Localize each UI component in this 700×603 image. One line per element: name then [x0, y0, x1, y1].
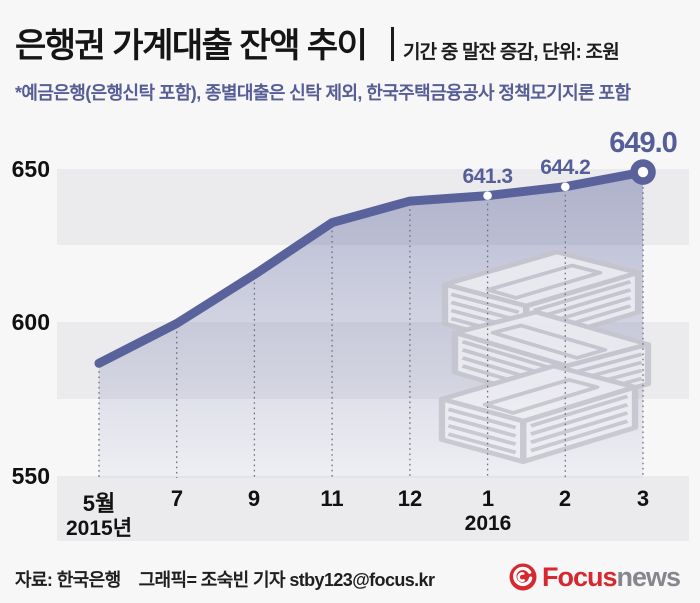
grid-band-550 [57, 476, 689, 541]
x-axis-tick-mar: 3 [636, 486, 650, 511]
title-divider [391, 27, 394, 61]
x-axis-tick-may: 5월 [82, 491, 116, 516]
page-subtitle: 기간 중 말잔 증감, 단위: 조원 [403, 42, 620, 63]
y-axis-tick-600: 600 [11, 309, 50, 335]
data-label-jan: 641.3 [462, 164, 514, 188]
x-axis-tick-dec: 12 [397, 486, 423, 511]
x-axis-tick-sep: 9 [247, 486, 261, 511]
data-point-markers [483, 159, 656, 200]
chart-note: *예금은행(은행신탁 포함), 종별대출은 신탁 제외, 한국주택금융공사 정책… [15, 83, 631, 103]
source-text: 자료: 한국은행 [15, 570, 121, 590]
x-axis-tick-jul: 7 [170, 486, 184, 511]
y-axis-tick-650: 650 [11, 156, 50, 182]
page-title: 은행권 가계대출 잔액 추이 [15, 27, 368, 65]
footer-credits: 자료: 한국은행 그래픽= 조숙빈 기자 stby123@focus.kr [15, 566, 435, 592]
x-axis-tick-jan: 1 [481, 486, 495, 511]
trend-line [94, 167, 648, 368]
y-axis-tick-550: 550 [11, 463, 50, 489]
logo-suffix-text: news [616, 562, 681, 592]
credit-text: 그래픽= 조숙빈 기자 stby123@focus.kr [138, 570, 435, 590]
focus-news-logo: Focus news [509, 562, 681, 592]
data-label-mar: 649.0 [609, 127, 678, 160]
x-axis-year-2015: 2015년 [65, 517, 133, 540]
x-axis-tick-feb: 2 [558, 486, 572, 511]
dotted-drop-lines [98, 187, 644, 478]
data-label-feb: 644.2 [540, 155, 591, 179]
logo-brand-text: Focus [541, 562, 618, 592]
money-stack-watermark [442, 252, 648, 462]
x-axis-tick-nov: 11 [320, 486, 344, 511]
x-axis-year-2016: 2016 [464, 512, 512, 535]
focus-news-logo-icon [509, 563, 537, 591]
